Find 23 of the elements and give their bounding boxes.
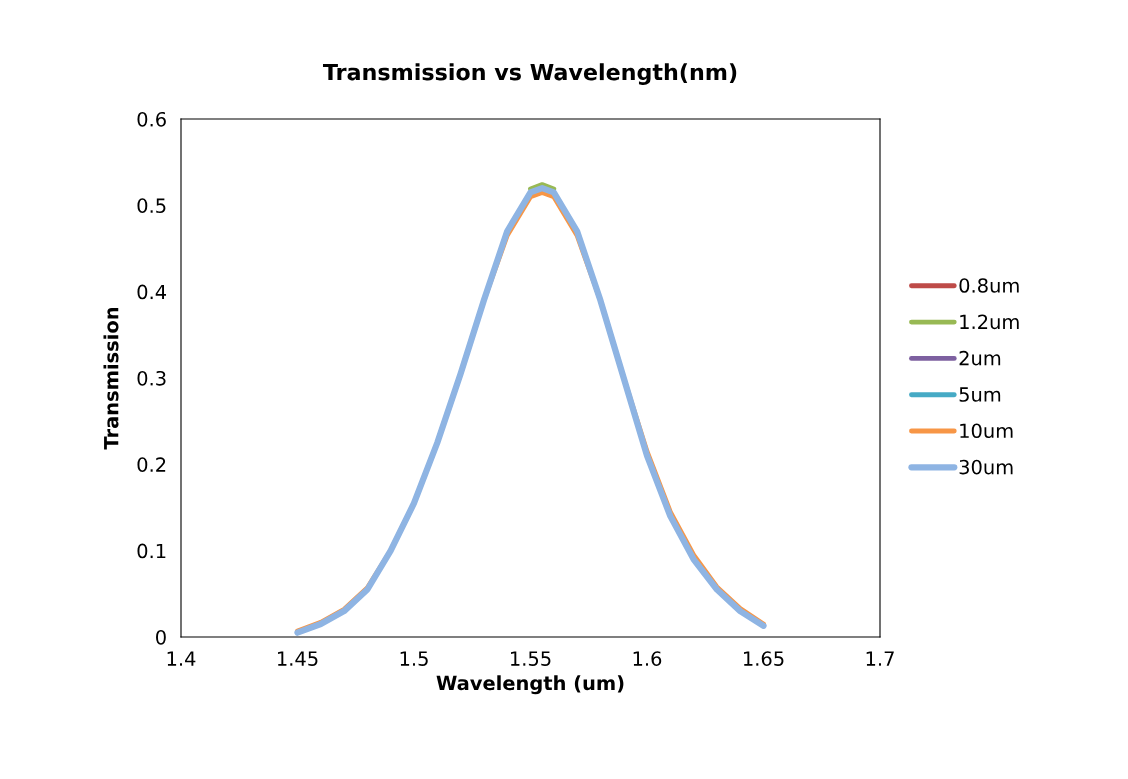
y-tick-label: 0 [156,629,166,645]
legend-label: 5um [959,387,1001,402]
x-tick-label: 1.4 [167,651,196,666]
x-axis-title: Wavelength (um) [436,675,624,695]
legend-label: 10um [960,423,1013,439]
x-tick-label: 1.65 [743,651,784,666]
y-tick-label: 0.1 [137,543,166,559]
x-tick-label: 1.7 [866,651,894,666]
legend-label: 1.2um [960,314,1019,330]
x-tick-label: 1.5 [400,651,428,666]
legend-label: 0.8um [959,278,1019,293]
y-tick-label: 0.2 [137,457,166,472]
x-tick-label: 1.45 [277,651,318,666]
y-tick-label: 0.3 [137,370,166,386]
legend-label: 30um [959,459,1013,475]
y-axis-title: Transmission [103,307,119,450]
y-tick-label: 0.4 [137,284,167,300]
y-tick-label: 0.6 [137,111,166,127]
x-tick-label: 1.6 [633,651,662,666]
chart-title: Transmission vs Wavelength(nm) [322,63,737,85]
y-tick-label: 0.5 [137,198,166,213]
x-tick-label: 1.55 [510,651,551,666]
legend-label: 2um [959,350,1001,366]
